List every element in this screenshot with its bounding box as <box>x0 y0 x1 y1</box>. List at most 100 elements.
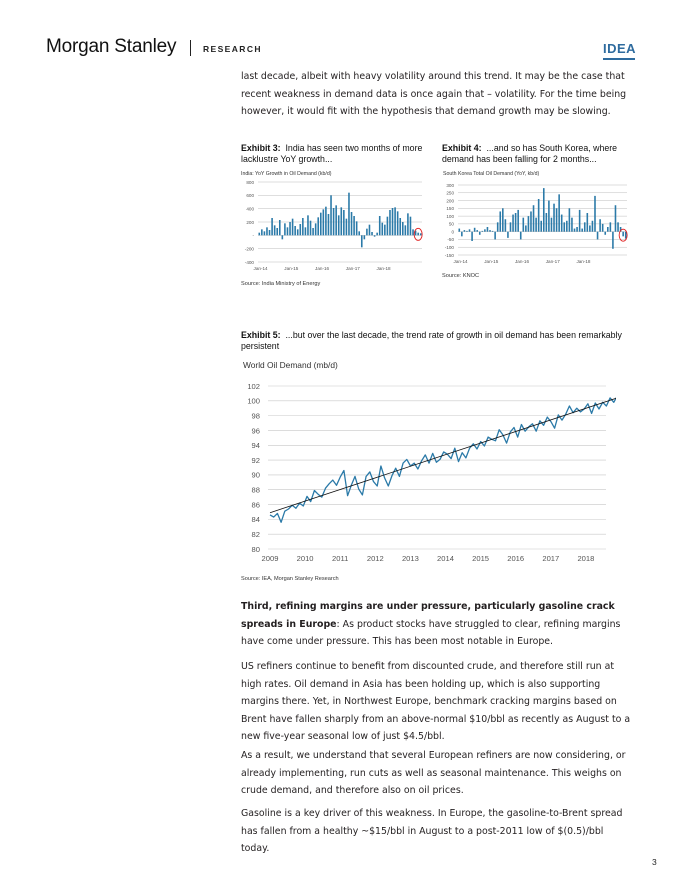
india-bar <box>409 216 412 236</box>
korea-bar <box>589 225 591 232</box>
korea-bar <box>542 188 545 232</box>
korea-bar <box>463 230 466 232</box>
korea-bar <box>563 222 566 232</box>
india-bar <box>358 231 361 236</box>
korea-bar <box>596 231 599 240</box>
india-bar <box>414 230 417 236</box>
korea-bar <box>604 231 607 235</box>
korea-x-tick: Jan-17 <box>546 259 560 264</box>
korea-bar <box>599 219 601 232</box>
korea-bar <box>525 225 527 232</box>
korea-bar <box>509 222 512 232</box>
world-y-tick: 92 <box>252 456 260 465</box>
paragraph-refining-lead: Third, refining margins are under pressu… <box>241 601 615 630</box>
india-y-tick: 200 <box>246 220 254 225</box>
exhibit3-caption: Exhibit 3: India has seen two months of … <box>241 143 431 165</box>
korea-bar <box>548 200 550 232</box>
korea-bar <box>617 222 619 232</box>
paragraph-run-cuts: As a result, we understand that several … <box>241 750 626 796</box>
korea-bar <box>519 231 522 240</box>
india-bar <box>417 232 419 236</box>
logo: Morgan Stanley <box>46 36 177 57</box>
exhibit4-chart-title: South Korea Total Oil Demand (YoY, kb/d) <box>443 171 540 177</box>
world-x-tick: 2010 <box>297 554 314 563</box>
korea-bar <box>484 229 486 232</box>
exhibit5-caption: Exhibit 5: ...but over the last decade, … <box>241 330 636 352</box>
korea-bar <box>594 195 596 232</box>
india-bar <box>378 216 381 236</box>
korea-bar <box>502 208 504 232</box>
korea-bar <box>624 231 627 239</box>
korea-bar <box>581 228 583 232</box>
india-bar <box>350 212 353 236</box>
korea-bar <box>486 227 489 232</box>
india-bar <box>335 205 337 236</box>
india-bar <box>386 216 389 236</box>
world-y-tick: 82 <box>252 530 260 539</box>
world-y-tick: 80 <box>252 545 260 554</box>
korea-bar <box>458 228 461 232</box>
world-x-tick: 2009 <box>262 554 279 563</box>
india-bar <box>396 211 399 236</box>
exhibit4-caption: Exhibit 4: ...and so has South Korea, wh… <box>442 143 632 165</box>
india-y-tick: 600 <box>246 193 254 198</box>
korea-bar <box>496 222 499 232</box>
korea-bar <box>619 227 622 232</box>
india-bar <box>419 233 422 236</box>
korea-bar <box>532 205 535 232</box>
world-y-tick: 100 <box>247 397 260 406</box>
intro-paragraph: last decade, albeit with heavy volatilit… <box>241 71 627 117</box>
korea-bar <box>601 223 604 232</box>
india-bar <box>389 210 391 236</box>
korea-bar <box>550 217 553 232</box>
korea-bar <box>535 217 537 232</box>
india-x-tick: Jan-14 <box>254 266 268 271</box>
india-bar <box>304 227 307 236</box>
korea-bar <box>578 209 581 232</box>
india-bar <box>404 225 407 236</box>
korea-x-tick: Jan-16 <box>515 259 529 264</box>
india-bar <box>345 218 348 236</box>
korea-x-tick: Jan-14 <box>454 259 468 264</box>
world-x-tick: 2014 <box>437 554 454 563</box>
india-x-tick: Jan-18 <box>377 266 391 271</box>
korea-bar <box>622 231 624 237</box>
india-bar <box>281 235 284 240</box>
india-y-tick: 400 <box>246 206 254 211</box>
korea-bar <box>461 231 463 237</box>
exhibit5-title: ...but over the last decade, the trend r… <box>241 330 622 351</box>
korea-bar <box>609 222 612 232</box>
india-bar <box>337 215 340 236</box>
exhibit4-source: Source: KNOC <box>442 273 479 279</box>
india-bar <box>363 235 366 240</box>
korea-bar <box>471 231 473 241</box>
india-bar <box>373 235 376 237</box>
korea-bar <box>560 214 563 232</box>
korea-bar <box>481 230 484 232</box>
india-bar <box>273 225 276 236</box>
world-y-tick: 94 <box>252 441 260 450</box>
india-bar <box>291 218 294 236</box>
india-bar <box>330 195 332 236</box>
world-y-tick: 86 <box>252 500 260 509</box>
exhibit3-title: India has seen two months of more lacklu… <box>241 143 423 164</box>
section-label: RESEARCH <box>203 44 262 54</box>
india-bar <box>381 222 384 236</box>
india-bar <box>309 220 312 236</box>
india-bar <box>271 218 273 236</box>
paragraph-gasoline: Gasoline is a key driver of this weaknes… <box>241 808 623 854</box>
korea-y-tick: 100 <box>446 214 454 219</box>
india-bar <box>289 222 291 236</box>
india-highlight-circle <box>413 227 423 241</box>
india-bar <box>294 226 296 236</box>
korea-bar <box>522 217 525 232</box>
korea-bar <box>491 230 494 232</box>
korea-bar <box>514 213 517 232</box>
korea-y-tick: 250 <box>446 191 454 196</box>
india-bar <box>276 228 279 236</box>
korea-y-tick: 50 <box>449 222 455 227</box>
korea-bar <box>571 217 573 232</box>
korea-bar <box>517 209 519 232</box>
